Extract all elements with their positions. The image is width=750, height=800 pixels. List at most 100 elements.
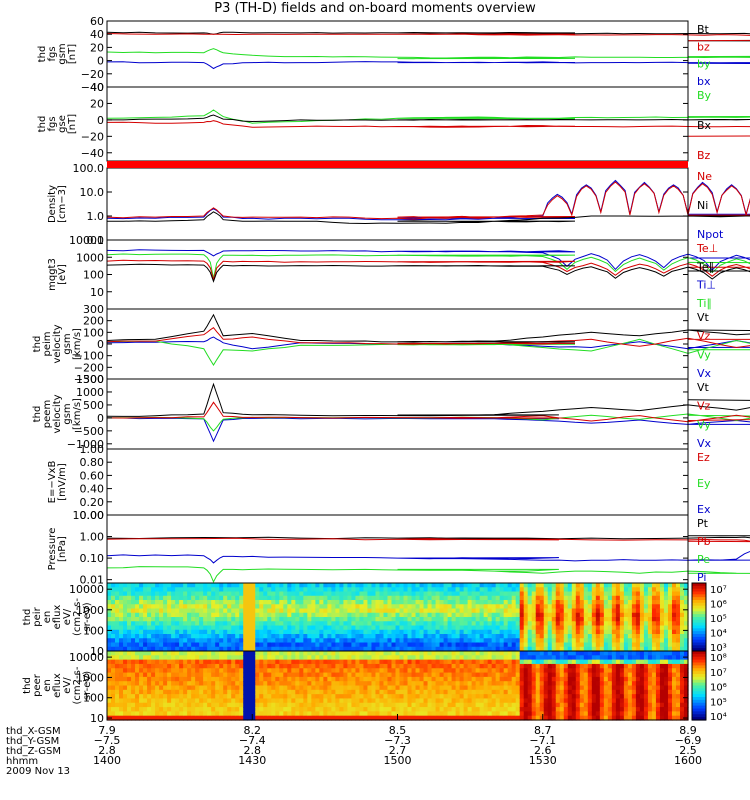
heatmap-cell [227,715,232,721]
heatmap-cell [279,676,284,682]
heatmap-cell [427,689,433,695]
heatmap-cell [143,629,148,635]
x-axis-row-label: thd_Z-GSM [6,746,61,757]
heatmap-cell [667,646,673,652]
heatmap-cell [679,698,685,704]
heatmap-cell [311,608,316,614]
series-line-bx [106,61,750,70]
heatmap-cell [679,707,685,712]
heatmap-cell [611,608,617,614]
heatmap-cell [115,595,120,601]
heatmap-cell [127,685,132,691]
heatmap-cell [415,612,421,618]
heatmap-cell [683,681,689,687]
heatmap-cell [351,668,357,674]
heatmap-cell [143,651,148,656]
heatmap-cell [479,638,485,644]
y-tick-label: 20 [90,41,104,54]
heatmap-cell [323,689,328,695]
heatmap-cell [499,638,505,644]
heatmap-cell [523,634,529,639]
heatmap-cell [399,651,405,656]
heatmap-cell [311,707,316,712]
heatmap-cell [427,707,433,712]
heatmap-cell [415,587,421,593]
heatmap-cell [607,587,613,593]
series-line-Vx [106,417,750,443]
heatmap-cell [603,676,609,682]
heatmap-cell [327,715,332,721]
colorbar-tick-label: 10⁶ [710,600,727,611]
heatmap-cell [467,638,473,644]
heatmap-cell [511,600,517,605]
heatmap-cell [431,702,437,708]
heatmap-cell [659,659,665,665]
heatmap-cell [259,629,264,635]
heatmap-cell [135,612,140,618]
heatmap-cell [363,638,369,644]
heatmap-cell [623,711,629,717]
heatmap-cell [667,659,673,665]
heatmap-cell [355,672,361,678]
heatmap-cell [479,711,485,717]
heatmap-cell [587,689,593,695]
heatmap-cell [447,612,453,618]
heatmap-cell [487,715,493,721]
heatmap-cell [563,608,569,614]
heatmap-cell [231,591,236,597]
heatmap-cell [623,646,629,652]
heatmap-cell [463,685,469,691]
x-axis-row-label: thd_Y-GSM [6,736,59,747]
legend-label-Vx: Vx [697,437,712,450]
heatmap-cell [147,617,152,622]
heatmap-cell [295,663,300,669]
heatmap-cell [531,707,537,712]
heatmap-cell [235,689,240,695]
heatmap-cell [443,646,449,652]
heatmap-cell [555,689,561,695]
heatmap-cell [447,651,453,656]
heatmap-cell [359,621,365,627]
heatmap-cell [395,608,401,614]
heatmap-cell [239,617,244,622]
heatmap-cell [575,694,581,700]
heatmap-cell [267,672,272,678]
heatmap-cell [283,642,288,648]
heatmap-cell [543,638,549,644]
heatmap-cell [427,617,433,622]
heatmap-cell [331,702,336,708]
heatmap-cell [339,587,345,593]
heatmap-cell [479,629,485,635]
heatmap-cell [631,634,637,639]
heatmap-cell [671,608,677,614]
heatmap-cell [567,617,573,622]
heatmap-cell [371,711,377,717]
heatmap-cell [119,681,124,687]
heatmap-cell [487,608,493,614]
heatmap-cell [319,583,324,588]
heatmap-cell [407,634,413,639]
heatmap-cell [375,617,381,622]
heatmap-cell [123,617,128,622]
heatmap-cell [415,676,421,682]
heatmap-cell [399,634,405,639]
heatmap-cell [407,702,413,708]
heatmap-cell [515,608,521,614]
heatmap-cell [519,608,525,614]
heatmap-cell [411,659,417,665]
heatmap-cell [183,595,188,601]
heatmap-cell [155,634,160,639]
heatmap-cell [295,707,300,712]
heatmap-cell [411,681,417,687]
heatmap-cell [315,715,320,721]
heatmap-cell [523,583,529,588]
heatmap-cell [595,642,601,648]
heatmap-cell [223,663,228,669]
heatmap-cell [279,617,284,622]
heatmap-cell [199,612,204,618]
heatmap-cell [519,672,525,678]
heatmap-cell [347,625,353,631]
heatmap-cell [655,702,661,708]
legend-label-Ti⊥: Ti⊥ [696,279,716,292]
heatmap-cell [135,702,140,708]
